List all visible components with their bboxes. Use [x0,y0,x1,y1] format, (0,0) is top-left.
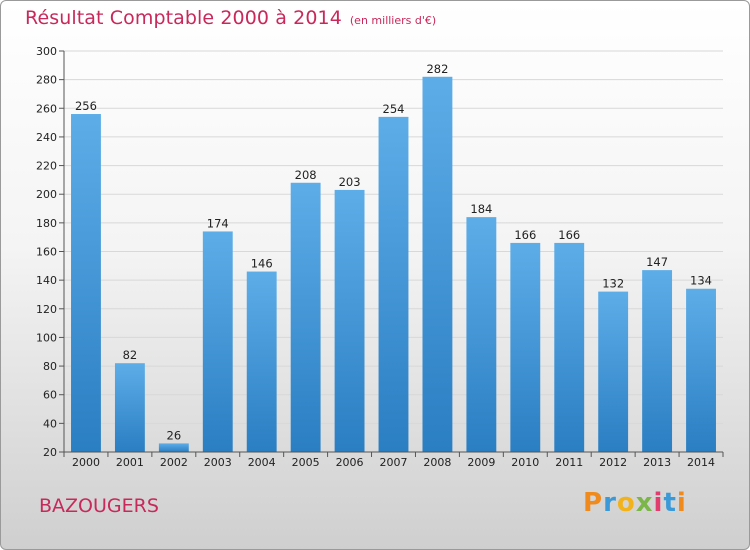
x-tick-label: 2004 [248,456,276,469]
bar [334,189,365,453]
logo-letter: t [663,488,677,518]
x-tick-label: 2014 [687,456,715,469]
y-tick-label: 300 [36,45,57,58]
bar-value-label: 147 [646,255,668,269]
logo-letter: r [603,488,617,518]
bar-value-label: 208 [295,168,317,182]
logo-letter: P [583,488,604,518]
bar [202,231,233,452]
x-tick-label: 2009 [467,456,495,469]
x-tick-label: 2003 [204,456,232,469]
logo-letter: i [676,488,687,518]
x-tick-label: 2002 [160,456,188,469]
chart-title-text: Résultat Comptable 2000 à 2014 [25,7,342,29]
bar-value-label: 256 [75,99,97,113]
bar-value-label: 134 [690,274,712,288]
y-tick-label: 20 [43,446,57,459]
y-tick-label: 80 [43,360,57,373]
bar-value-label: 254 [383,102,405,116]
bar-value-label: 166 [514,228,536,242]
bar-value-label: 174 [207,216,229,230]
bar-value-label: 282 [426,62,448,76]
y-tick-label: 60 [43,389,57,402]
commune-name: BAZOUGERS [39,495,159,517]
y-tick-label: 160 [36,246,57,259]
y-tick-label: 240 [36,131,57,144]
bar-value-label: 146 [251,257,273,271]
x-tick-label: 2011 [555,456,583,469]
logo-letter: x [635,488,654,518]
bar [158,443,189,452]
bar-value-label: 184 [470,202,492,216]
bar-value-label: 132 [602,277,624,291]
proxiti-logo: Proxiti [583,488,687,518]
bar [114,363,145,452]
y-tick-label: 200 [36,188,57,201]
y-tick-label: 100 [36,331,57,344]
x-tick-label: 2001 [116,456,144,469]
x-tick-label: 2000 [72,456,100,469]
bar [466,217,497,452]
x-tick-label: 2007 [380,456,408,469]
y-tick-label: 180 [36,217,57,230]
y-tick-label: 40 [43,417,57,430]
bar [71,114,101,452]
y-tick-label: 120 [36,303,57,316]
x-tick-label: 2006 [336,456,364,469]
bar [642,270,673,452]
bar [510,242,541,452]
x-tick-label: 2008 [423,456,451,469]
y-tick-label: 260 [36,102,57,115]
x-tick-label: 2010 [511,456,539,469]
logo-letter: i [653,488,664,518]
bar [686,288,716,452]
chart-title: Résultat Comptable 2000 à 2014 (en millie… [25,7,436,29]
bar-value-label: 203 [339,175,361,189]
y-tick-label: 280 [36,74,57,87]
y-tick-label: 140 [36,274,57,287]
bar [290,182,321,452]
bar-value-label: 82 [123,348,138,362]
bar [378,116,409,452]
y-tick-label: 220 [36,160,57,173]
x-tick-label: 2005 [292,456,320,469]
bar [246,271,277,452]
bar [554,242,585,452]
bar [598,291,629,452]
x-tick-label: 2012 [599,456,627,469]
x-tick-label: 2013 [643,456,671,469]
bar-value-label: 166 [558,228,580,242]
chart-subtitle: (en milliers d'€) [349,14,437,27]
bar [422,76,453,453]
logo-letter: o [616,488,636,518]
bar-value-label: 26 [167,428,182,442]
